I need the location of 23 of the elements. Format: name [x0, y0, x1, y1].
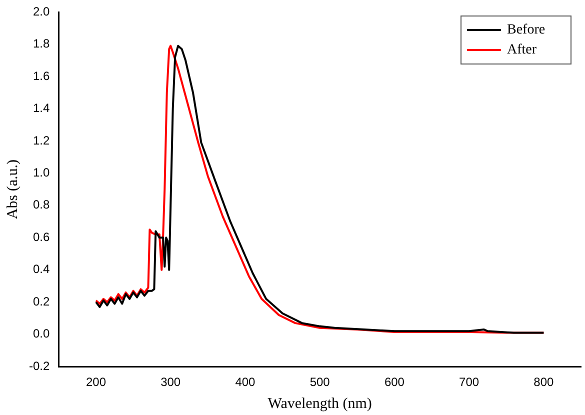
- x-tick-label: 200: [86, 375, 106, 390]
- y-tick-label: 0.4: [32, 262, 50, 276]
- y-tick-label: 0.6: [32, 230, 50, 244]
- x-tick-label: 500: [310, 375, 330, 390]
- y-axis-title: Abs (a.u.): [4, 160, 21, 220]
- x-tick-label: 400: [235, 375, 256, 390]
- y-tick-label: 1.0: [32, 165, 50, 180]
- x-tick-label: 600: [384, 375, 405, 390]
- legend-label: Before: [507, 22, 546, 38]
- x-tick-label: 700: [459, 375, 480, 390]
- y-tick-label: -0.2: [28, 358, 50, 373]
- y-tick-label: 1.6: [32, 68, 50, 83]
- x-tick-label: 800: [534, 375, 554, 390]
- y-tick-label: 0.0: [32, 326, 50, 341]
- y-tick-label: 0.8: [32, 198, 50, 212]
- y-tick-label: 1.2: [32, 133, 50, 148]
- y-tick-label: 2.0: [32, 4, 50, 18]
- y-tick-label: 1.8: [32, 36, 50, 51]
- y-tick-label: 0.2: [32, 294, 50, 308]
- legend-label: After: [507, 42, 537, 58]
- x-axis-title: Wavelength (nm): [268, 396, 372, 412]
- x-tick-label: 300: [160, 375, 181, 390]
- y-tick-label: 1.4: [32, 101, 50, 116]
